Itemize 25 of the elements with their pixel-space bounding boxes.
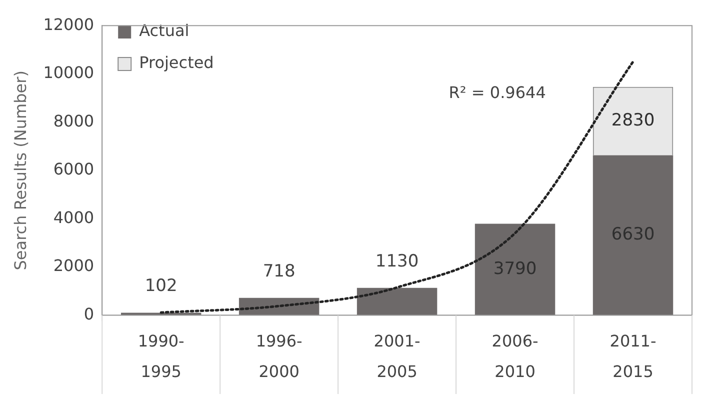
y-tick-label: 6000 (53, 160, 94, 179)
x-tick-label: 1996-2000 (256, 332, 302, 381)
data-label: 718 (262, 261, 296, 282)
data-label: 3790 (493, 258, 537, 279)
bar (356, 288, 438, 316)
x-tick-label: 2006-2010 (492, 332, 538, 381)
y-tick-label: 10000 (43, 63, 94, 82)
bar (474, 224, 556, 316)
data-label: 6630 (611, 224, 655, 245)
legend-label: Projected (139, 53, 214, 72)
x-tick-label: 2011-2015 (610, 332, 656, 381)
y-tick-label: 4000 (53, 208, 94, 227)
legend-label: Actual (139, 21, 190, 40)
annotation: R² = 0.9644 (448, 82, 546, 102)
x-tick-label: 2001-2005 (374, 332, 420, 381)
y-tick-label: 8000 (53, 111, 94, 130)
bar (592, 155, 674, 316)
data-label: 2830 (611, 110, 655, 130)
data-label: 1130 (375, 251, 419, 272)
y-tick-label: 2000 (53, 256, 94, 276)
y-tick-label: 12000 (43, 14, 94, 34)
y-axis-title: Search Results (Number) (10, 70, 30, 270)
x-tick-label: 1990-1995 (138, 332, 184, 381)
y-tick-label: 0 (84, 304, 94, 324)
data-label: 102 (144, 276, 178, 296)
